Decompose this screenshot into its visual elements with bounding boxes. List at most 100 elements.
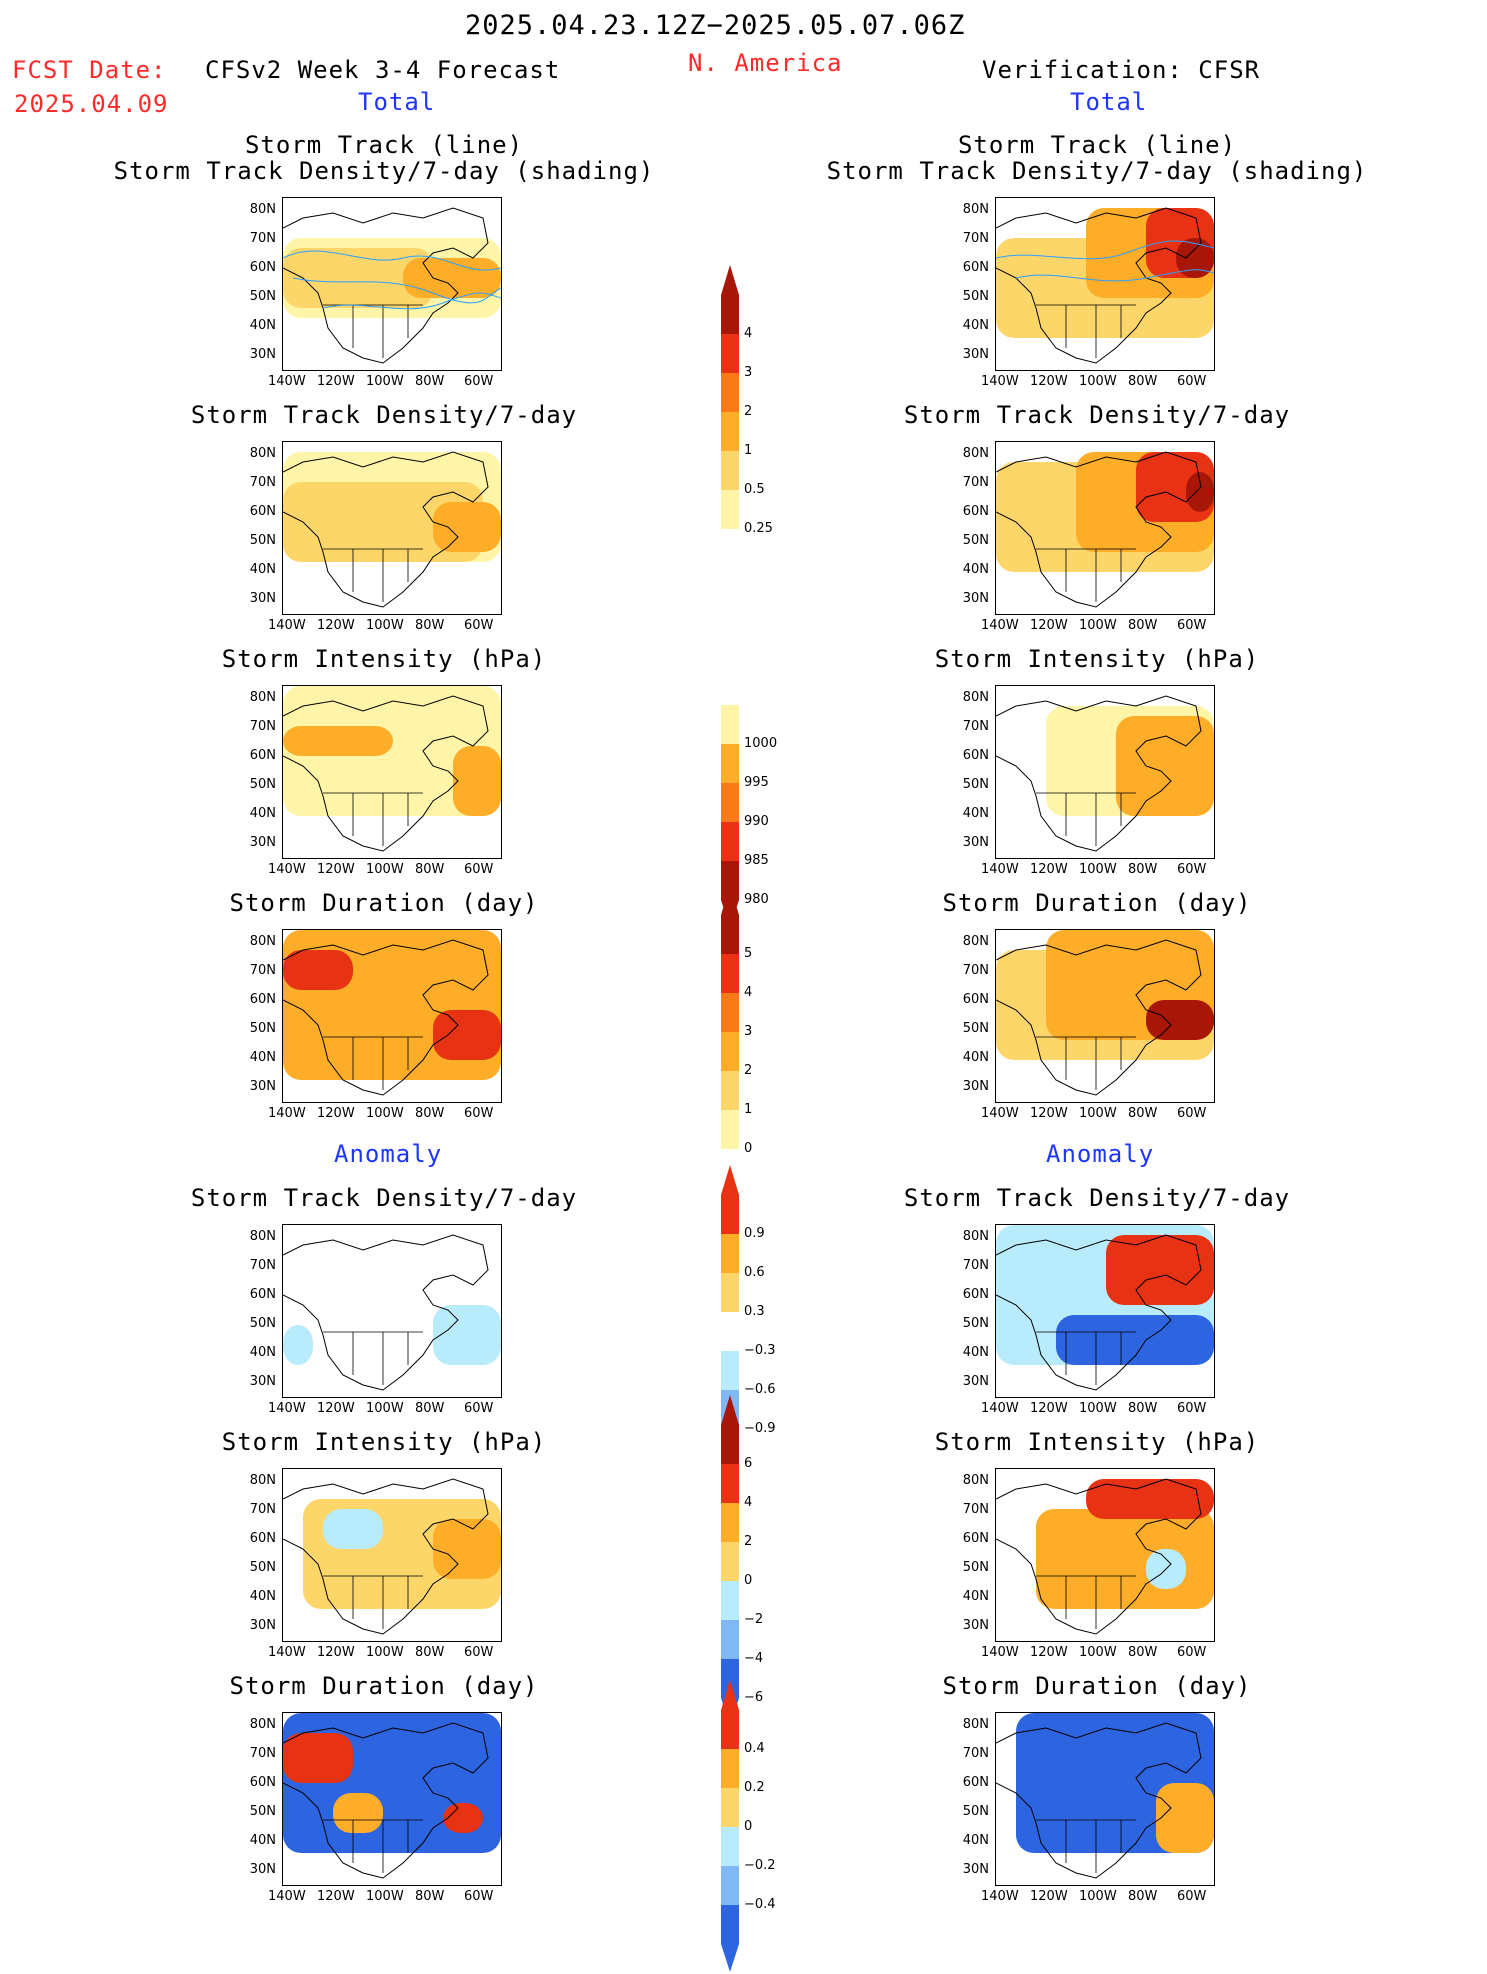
state-borders [323,304,423,358]
right-density-map-svg [996,451,1214,608]
lat-tick-label: 50N [249,1316,276,1331]
lon-tick-label: 120W [1030,1645,1068,1660]
lat-tick-label: 70N [249,1746,276,1761]
colorbar-segment [721,993,739,1032]
right-aint-map-svg [996,1478,1214,1635]
lat-tick-label: 80N [962,446,989,461]
lat-tick-label: 50N [249,533,276,548]
colorbar-tick-label: −2 [744,1612,764,1627]
lon-tick-label: 100W [366,862,404,877]
lon-tick-label: 140W [981,374,1019,389]
colorbar-segment [721,954,739,993]
lat-tick-label: 60N [249,748,276,763]
colorbar-arrow [721,885,739,915]
lat-tick-label: 30N [962,347,989,362]
lon-tick-label: 120W [1030,374,1068,389]
colorbar-tick-label: 3 [744,1024,753,1039]
lat-tick-label: 40N [249,1589,276,1604]
lon-tick-label: 120W [317,1401,355,1416]
lon-tick-label: 120W [317,1645,355,1660]
shading-area [433,502,501,552]
colorbar-segment [721,1866,739,1905]
state-borders [1036,792,1136,846]
colorbar-segment [721,1710,739,1749]
coastline [996,695,1202,852]
lon-tick-label: 120W [317,618,355,633]
colorbar-segment [721,1581,739,1620]
lat-tick-label: 60N [249,1531,276,1546]
lat-tick-label: 50N [249,1021,276,1036]
lon-tick-label: 100W [366,374,404,389]
lon-tick-label: 140W [981,618,1019,633]
colorbar-segment [721,1071,739,1110]
lon-tick-label: 100W [1079,374,1117,389]
right-anom-density-title: Storm Track Density/7-day [903,1184,1291,1212]
lat-tick-label: 30N [249,347,276,362]
left-aint-map-svg [283,1478,501,1635]
lon-tick-label: 80W [1128,1106,1158,1121]
colorbar-segment [721,861,739,900]
intensity_total-colorbar [721,705,739,928]
lon-tick-label: 120W [1030,618,1068,633]
colorbar-tick-label: 0 [744,1819,753,1834]
state-borders [1036,1036,1136,1090]
lat-tick-label: 40N [962,562,989,577]
shading-area [403,258,501,298]
lon-tick-label: 120W [317,1889,355,1904]
colorbar-tick-label: 0.9 [744,1226,765,1241]
right-track-line-title: Storm Track (line) [957,131,1237,159]
colorbar-tick-label: 0.3 [744,1304,765,1319]
lat-tick-label: 80N [249,202,276,217]
right-aint-map [995,1468,1215,1642]
lon-tick-label: 80W [1128,1401,1158,1416]
left-track-line-title: Storm Track (line) [244,131,524,159]
right-duration-map [995,929,1215,1103]
colorbar-tick-label: 2 [744,1063,753,1078]
lat-tick-label: 50N [962,289,989,304]
left-intensity-map [282,685,502,859]
shading-area [433,1305,501,1365]
lat-tick-label: 30N [249,1618,276,1633]
lat-tick-label: 50N [249,1560,276,1575]
colorbar-tick-label: 3 [744,365,753,380]
colorbar-segment [721,1273,739,1312]
colorbar-tick-label: −0.6 [744,1382,776,1397]
fcst-date-value: 2025.04.09 [14,90,169,118]
right-track-map [995,197,1215,371]
left-adur-map [282,1712,502,1886]
lat-tick-label: 50N [962,1560,989,1575]
shading-area [1056,1315,1214,1365]
colorbar-segment [721,1503,739,1542]
lon-tick-label: 60W [1177,618,1207,633]
lat-tick-label: 30N [249,1862,276,1877]
colorbar-tick-label: −0.3 [744,1343,776,1358]
lon-tick-label: 100W [1079,1106,1117,1121]
colorbar-segment [721,1425,739,1464]
lat-tick-label: 70N [249,719,276,734]
lon-tick-label: 140W [981,1889,1019,1904]
lat-tick-label: 40N [249,806,276,821]
lon-tick-label: 80W [415,618,445,633]
shading-area [1086,1479,1214,1519]
state-borders [323,548,423,602]
colorbar-segment [721,1620,739,1659]
fcst-date-label: FCST Date: [12,56,167,84]
left-density-map-svg [283,451,501,608]
colorbar-tick-label: 0.4 [744,1741,765,1756]
left-aint-map [282,1468,502,1642]
shading-area [1116,716,1214,816]
shading-area [283,482,483,562]
lon-tick-label: 80W [415,862,445,877]
colorbar-tick-label: −0.9 [744,1421,776,1436]
lat-tick-label: 30N [962,1079,989,1094]
colorbar-tick-label: 1000 [744,736,778,751]
lon-tick-label: 80W [1128,618,1158,633]
shading-area [453,746,501,816]
coastline [283,939,489,1096]
coastline [996,939,1202,1096]
colorbar-tick-label: −6 [744,1690,764,1705]
colorbar-segment [721,744,739,783]
total-right-label: Total [1070,88,1148,116]
right-anom-intensity-title: Storm Intensity (hPa) [934,1428,1260,1456]
lat-tick-label: 50N [962,1316,989,1331]
